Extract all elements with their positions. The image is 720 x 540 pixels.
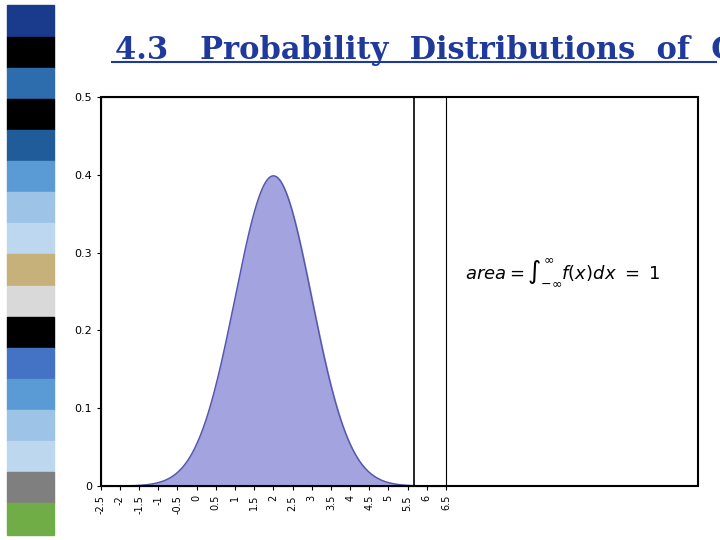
Text: 4.3   Probability  Distributions  of  Continuous: 4.3 Probability Distributions of Continu… xyxy=(115,35,720,66)
Text: $area = \int_{-\infty}^{\infty} f(x)dx\ =\ 1$: $area = \int_{-\infty}^{\infty} f(x)dx\ … xyxy=(465,256,660,288)
